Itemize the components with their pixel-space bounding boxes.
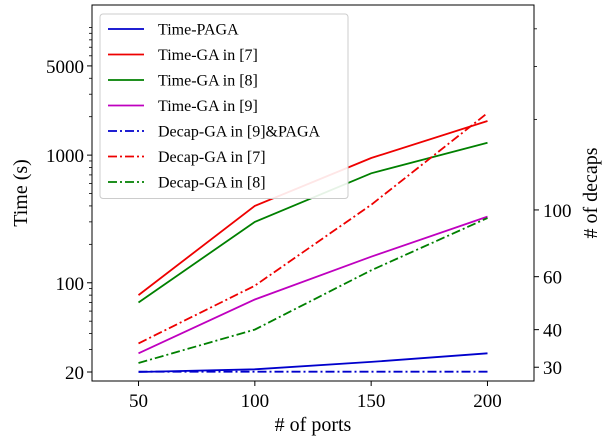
- y-right-tick-label: 40: [543, 321, 562, 342]
- x-tick-label: 150: [357, 391, 386, 412]
- y-right-tick-label: 100: [543, 201, 572, 222]
- legend-box: [99, 13, 349, 199]
- x-axis-label: # of ports: [275, 414, 352, 436]
- ticks: 50 100 150 200 20 100 1000 5000 30 40 60 100: [46, 27, 572, 412]
- y-axis-label-left: Time (s): [10, 159, 32, 227]
- series-line: [138, 215, 488, 355]
- y-left-tick-label: 20: [65, 363, 84, 384]
- legend-label: Time-PAGA: [158, 22, 239, 39]
- legend: Time-PAGA Time-GA in [7] Time-GA in [8] Tim…: [99, 13, 349, 199]
- y-right-tick-label: 60: [543, 268, 562, 289]
- series-line: [138, 352, 488, 373]
- x-tick-label: 50: [129, 391, 148, 412]
- plot-area: [91, 4, 535, 382]
- legend-label: Decap-GA in [8]: [158, 175, 266, 192]
- series-line: [138, 112, 489, 345]
- legend-label: Time-GA in [8]: [158, 73, 258, 90]
- y-axis-label-right: # of decaps: [580, 147, 602, 238]
- y-left-tick-label: 5000: [46, 57, 84, 78]
- x-tick-label: 200: [473, 391, 502, 412]
- y-right-tick-label: 30: [543, 358, 562, 379]
- series-line: [138, 217, 488, 364]
- y-left-tick-label: 1000: [46, 146, 84, 167]
- legend-label: Time-GA in [9]: [158, 98, 258, 115]
- y-left-tick-label: 100: [56, 274, 85, 295]
- legend-label: Decap-GA in [7]: [158, 149, 266, 166]
- x-tick-label: 100: [241, 391, 270, 412]
- legend-label: Time-GA in [7]: [158, 47, 258, 64]
- legend-label: Decap-GA in [9]&PAGA: [158, 124, 321, 141]
